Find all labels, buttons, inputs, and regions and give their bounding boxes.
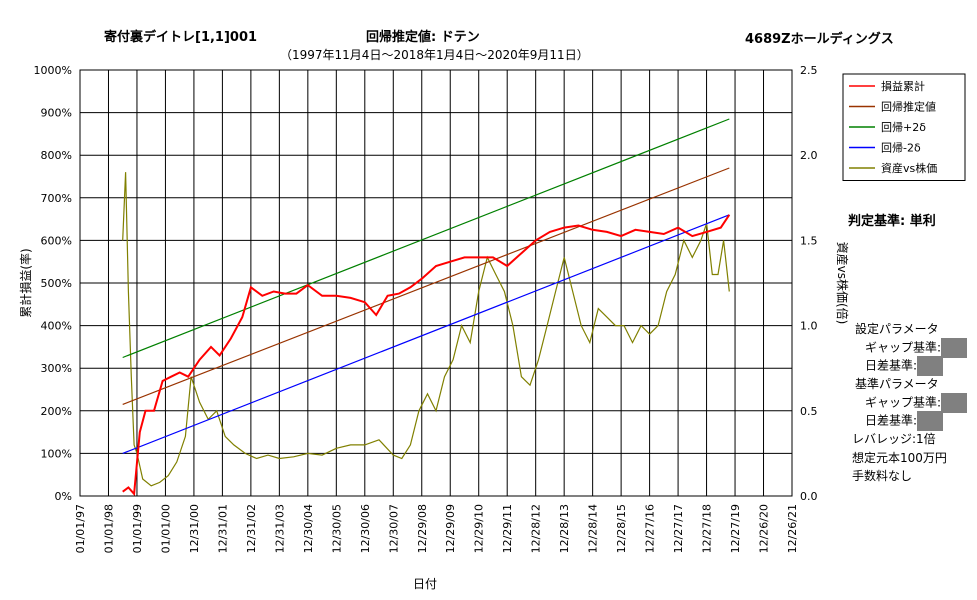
y-tick-label: 200% [41, 405, 72, 418]
x-tick-label: 01/01/00 [159, 504, 172, 553]
strategy-title: 寄付裏デイトレ[1,1]001 [104, 30, 258, 45]
y-tick-label: 400% [41, 320, 72, 333]
leverage-text: レバレッジ:1倍 [852, 432, 936, 446]
y2-tick-label: 0.0 [800, 490, 818, 503]
x-tick-label: 12/28/14 [587, 504, 600, 553]
capital-text: 想定元本100万円 [852, 451, 947, 465]
x-tick-label: 12/29/08 [416, 504, 429, 553]
series-line-0 [122, 214, 731, 496]
settings-gap-row: ギャップ基準: [865, 338, 968, 358]
series-line-4 [122, 172, 730, 487]
chart-series [122, 118, 731, 496]
y-tick-label: 500% [41, 277, 72, 290]
base-daydiff-value-masked [917, 411, 944, 431]
x-tick-label: 12/28/15 [615, 504, 628, 553]
y-tick-label: 600% [41, 234, 72, 247]
x-tick-label: 12/31/02 [245, 504, 258, 553]
x-tick-label: 12/27/16 [644, 504, 657, 553]
base-params-title: 基準パラメータ [855, 377, 939, 391]
settings-gap-value-masked [941, 338, 968, 358]
chart-grid [80, 70, 792, 496]
plot-frame [79, 69, 793, 497]
x-tick-label: 12/30/07 [387, 504, 400, 553]
series-line-3 [122, 214, 730, 454]
x-tick-label: 12/30/05 [330, 504, 343, 553]
x-tick-label: 12/28/13 [558, 504, 571, 553]
x-tick-label: 12/27/18 [701, 504, 714, 553]
x-tick-label: 12/31/00 [188, 504, 201, 553]
y2-tick-label: 0.5 [800, 405, 818, 418]
legend-entry: 回帰-2δ [881, 142, 921, 155]
x-axis-label: 日付 [413, 577, 437, 591]
series-line-2 [122, 118, 730, 359]
base-daydiff-label: 日差基準: [865, 413, 918, 428]
y2-axis-label: 資産vs株価(倍) [835, 242, 850, 325]
x-tick-label: 12/27/19 [729, 504, 742, 553]
regression-title: 回帰推定値: ドテン [366, 30, 480, 45]
x-tick-label: 12/29/10 [473, 504, 486, 553]
legend-entry: 回帰+2δ [881, 121, 926, 134]
settings-daydiff-value-masked [917, 356, 944, 376]
base-gap-value-masked [941, 393, 968, 413]
settings-daydiff-label: 日差基準: [865, 358, 918, 373]
settings-daydiff-row: 日差基準: [865, 356, 944, 376]
y-tick-label: 1000% [34, 64, 72, 77]
x-tick-label: 12/27/17 [672, 504, 685, 553]
x-tick-label: 12/29/11 [501, 504, 514, 553]
x-tick-label: 12/29/09 [444, 504, 457, 553]
y-tick-label: 700% [41, 192, 72, 205]
y-axis-label: 累計損益(率) [18, 248, 33, 317]
x-tick-label: 12/30/04 [302, 504, 315, 553]
x-tick-label: 12/28/12 [530, 504, 543, 553]
period-text: （1997年11月4日～2018年1月4日～2020年9月11日） [280, 48, 589, 62]
chart-ticks: 0% 100% 200% 300% 400% 500% 600% 700% 800% 900% 10… [34, 64, 818, 553]
x-tick-label: 12/26/20 [758, 504, 771, 553]
x-tick-label: 01/01/98 [102, 504, 115, 553]
base-daydiff-row: 日差基準: [865, 411, 944, 431]
legend-entry: 損益累計 [881, 79, 925, 93]
y-tick-label: 300% [41, 362, 72, 375]
fee-text: 手数料なし [852, 469, 913, 483]
settings-gap-label: ギャップ基準: [865, 340, 942, 355]
legend-entry: 資産vs株価 [881, 161, 937, 175]
y2-tick-label: 1.5 [800, 234, 818, 247]
y2-tick-label: 2.5 [800, 64, 818, 77]
y-tick-label: 100% [41, 447, 72, 460]
x-tick-label: 12/31/01 [216, 504, 229, 553]
x-tick-label: 12/30/06 [359, 504, 372, 553]
base-gap-label: ギャップ基準: [865, 395, 942, 410]
settings-params-title: 設定パラメータ [855, 322, 939, 336]
x-tick-label: 12/26/21 [786, 504, 799, 553]
x-tick-label: 01/01/97 [74, 504, 87, 553]
y2-tick-label: 1.0 [800, 320, 818, 333]
series-line-1 [122, 167, 730, 405]
legend-entry: 回帰推定値 [881, 100, 936, 114]
x-tick-label: 12/31/03 [273, 504, 286, 553]
y-tick-label: 800% [41, 149, 72, 162]
company-name: 4689Zホールディングス [745, 32, 894, 47]
judgment-basis: 判定基準: 単利 [848, 214, 936, 229]
y-tick-label: 0% [55, 490, 72, 503]
x-tick-label: 01/01/99 [131, 504, 144, 553]
y-tick-label: 900% [41, 107, 72, 120]
base-gap-row: ギャップ基準: [865, 393, 968, 413]
y2-tick-label: 2.0 [800, 149, 818, 162]
